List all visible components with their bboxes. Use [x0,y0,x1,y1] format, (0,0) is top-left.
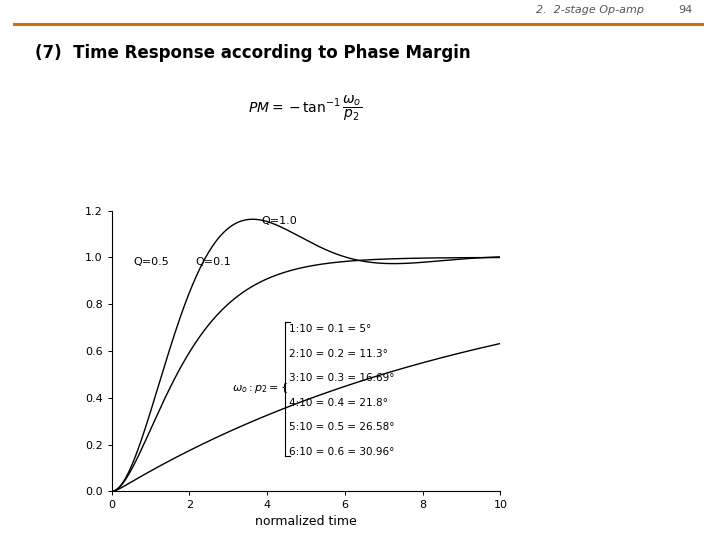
Text: 4:10 = 0.4 = 21.8°: 4:10 = 0.4 = 21.8° [289,398,387,408]
Text: $PM = -\tan^{-1}\dfrac{\omega_o}{p_2}$: $PM = -\tan^{-1}\dfrac{\omega_o}{p_2}$ [248,93,362,123]
Text: 2.  2-stage Op-amp: 2. 2-stage Op-amp [536,4,644,15]
Text: 6:10 = 0.6 = 30.96°: 6:10 = 0.6 = 30.96° [289,447,394,457]
X-axis label: normalized time: normalized time [255,515,357,528]
Text: 5:10 = 0.5 = 26.58°: 5:10 = 0.5 = 26.58° [289,422,394,433]
Text: 2:10 = 0.2 = 11.3°: 2:10 = 0.2 = 11.3° [289,349,387,359]
Text: Q=1.0: Q=1.0 [261,216,297,226]
Text: 1:10 = 0.1 = 5°: 1:10 = 0.1 = 5° [289,324,371,334]
Text: 3:10 = 0.3 = 16.69°: 3:10 = 0.3 = 16.69° [289,373,394,383]
Text: Q=0.1: Q=0.1 [195,256,231,267]
Text: $\omega_o : p_2 = \{$: $\omega_o : p_2 = \{$ [232,381,288,395]
Text: (7)  Time Response according to Phase Margin: (7) Time Response according to Phase Mar… [35,44,471,62]
Text: Q=0.5: Q=0.5 [133,256,168,267]
Text: 94: 94 [678,4,693,15]
